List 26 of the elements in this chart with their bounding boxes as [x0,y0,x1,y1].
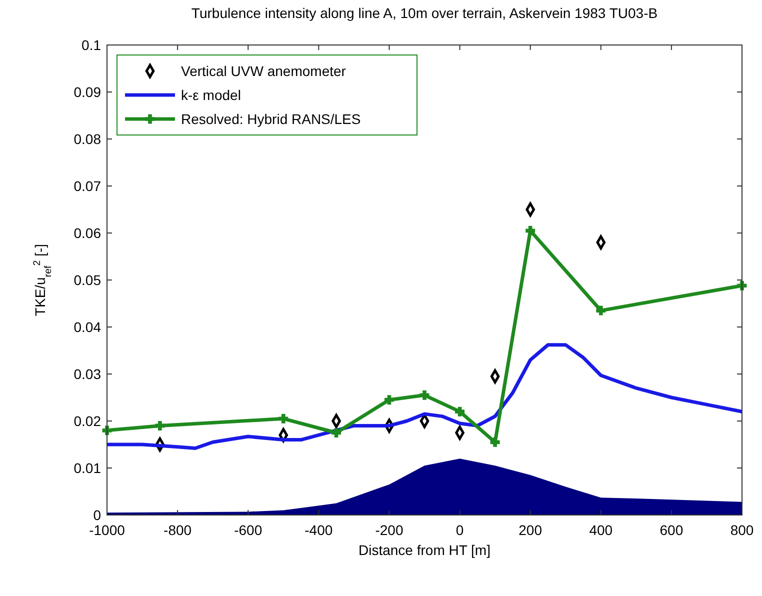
y-tick-label: 0.01 [74,460,102,476]
legend-label: Resolved: Hybrid RANS/LES [181,111,361,127]
y-tick-label: 0.09 [74,84,102,100]
y-tick-label: 0.02 [74,413,102,429]
y-tick-label: 0 [93,507,102,523]
y-tick-label: 0.04 [74,319,102,335]
x-axis-title: Distance from HT [m] [358,542,490,558]
x-tick-label: -200 [375,522,404,538]
chart-title: Turbulence intensity along line A, 10m over terrain, Askervein 1983 TU03-B [191,5,658,21]
x-tick-label: -800 [164,522,192,538]
y-tick-label: 0.03 [74,366,102,382]
y-tick-label: 0.1 [82,37,102,53]
x-tick-label: 200 [518,522,542,538]
x-tick-label: 600 [660,522,684,538]
y-tick-label: 0.06 [74,225,102,241]
y-tick-label: 0.08 [74,131,102,147]
y-tick-label: 0.05 [74,272,102,288]
x-tick-label: -1000 [89,522,126,538]
y-tick-label: 0.07 [74,178,102,194]
x-tick-label: 400 [589,522,613,538]
x-tick-label: -600 [234,522,262,538]
x-tick-label: 800 [730,522,754,538]
legend-label: k-ε model [181,87,241,103]
x-tick-label: -400 [304,522,333,538]
x-tick-label: 0 [456,522,464,538]
legend-label: Vertical UVW anemometer [181,63,346,79]
